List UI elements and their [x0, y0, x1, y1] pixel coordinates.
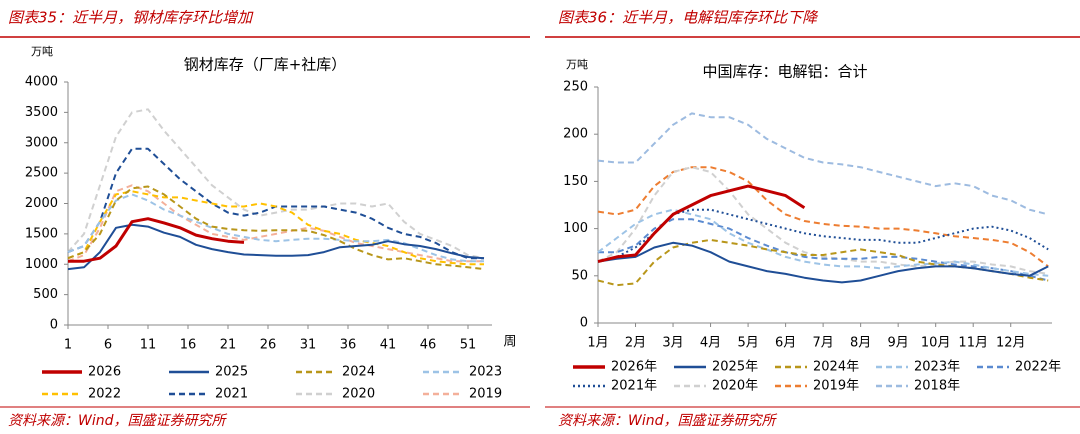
y-tick-label: 1500 — [25, 226, 58, 241]
legend-label: 2023年 — [914, 360, 960, 375]
y-tick-label: 3000 — [25, 135, 58, 150]
source-note: 资料来源：Wind，国盛证券研究所 — [558, 413, 777, 429]
chart-title: 中国库存：电解铝：合计 — [702, 63, 867, 81]
y-tick-label: 150 — [563, 174, 588, 189]
x-tick-label: 5月 — [737, 336, 758, 351]
x-tick-label: 21 — [220, 338, 237, 353]
x-tick-label: 4月 — [700, 336, 721, 351]
x-tick-label: 46 — [420, 338, 437, 353]
x-tick-label: 11月 — [958, 336, 988, 351]
y-tick-label: 200 — [563, 127, 588, 142]
legend-label: 2021 — [215, 387, 248, 402]
x-tick-label: 31 — [300, 338, 317, 353]
legend-label: 2020年 — [712, 379, 758, 394]
legend-label: 2025 — [215, 365, 248, 380]
x-tick-label: 26 — [260, 338, 277, 353]
y-tick-label: 500 — [33, 287, 58, 302]
y-axis-unit: 万吨 — [31, 45, 53, 58]
series-line — [598, 218, 1049, 282]
x-tick-label: 8月 — [850, 336, 871, 351]
chart-title: 钢材库存（厂库+社库） — [184, 56, 347, 74]
legend-label: 2018年 — [914, 379, 960, 394]
figure-caption: 图表36：近半月，电解铝库存环比下降 — [558, 9, 819, 27]
series-line — [597, 184, 806, 264]
legend-label: 2026年 — [611, 360, 657, 375]
y-tick-label: 250 — [563, 80, 588, 95]
x-tick-label: 12月 — [996, 336, 1026, 351]
series-line — [67, 223, 485, 271]
source-note: 资料来源：Wind，国盛证券研究所 — [8, 413, 227, 429]
legend-label: 2022年 — [1015, 360, 1061, 375]
series-line — [68, 217, 245, 263]
series-line — [597, 208, 1049, 277]
x-tick-label: 41 — [380, 338, 397, 353]
legend-label: 2024年 — [813, 360, 859, 375]
y-tick-label: 0 — [50, 318, 58, 333]
y-tick-label: 50 — [571, 268, 588, 283]
legend-label: 2026 — [88, 365, 121, 380]
y-tick-label: 1000 — [25, 257, 58, 272]
series-line — [597, 112, 1049, 216]
x-tick-label: 6 — [104, 338, 112, 353]
x-tick-label: 16 — [180, 338, 197, 353]
legend-label: 2023 — [469, 365, 502, 380]
legend-label: 2022 — [88, 387, 121, 402]
x-tick-label: 1月 — [587, 336, 608, 351]
x-tick-label: 51 — [460, 338, 477, 353]
x-tick-label: 10月 — [921, 336, 951, 351]
series-line — [67, 190, 484, 266]
y-tick-label: 4000 — [25, 75, 58, 90]
x-tick-label: 36 — [340, 338, 357, 353]
x-tick-label: 2月 — [625, 336, 646, 351]
series-line — [67, 185, 485, 271]
series-line — [597, 166, 1049, 268]
legend-label: 2024 — [342, 365, 375, 380]
legend-label: 2019 — [469, 387, 502, 402]
y-tick-label: 3500 — [25, 105, 58, 120]
series-line — [597, 241, 1049, 284]
y-tick-label: 2000 — [25, 196, 58, 211]
legend-label: 2025年 — [712, 360, 758, 375]
legend-label: 2020 — [342, 387, 375, 402]
legend-label: 2019年 — [813, 379, 859, 394]
x-tick-label: 3月 — [662, 336, 683, 351]
y-axis-unit: 万吨 — [566, 58, 588, 71]
x-tick-label: 6月 — [775, 336, 796, 351]
y-tick-label: 2500 — [25, 166, 58, 181]
y-tick-label: 0 — [580, 316, 588, 331]
series-line — [67, 193, 484, 263]
series-line — [67, 108, 485, 260]
x-tick-label: 1 — [64, 338, 72, 353]
x-tick-label: 7月 — [812, 336, 833, 351]
figure-caption: 图表35：近半月，钢材库存环比增加 — [8, 9, 254, 27]
legend-label: 2021年 — [611, 379, 657, 394]
x-tick-label: 11 — [140, 338, 157, 353]
x-tick-label: 9月 — [888, 336, 909, 351]
y-tick-label: 100 — [563, 221, 588, 236]
series-line — [597, 166, 1049, 275]
x-axis-unit: 周 — [503, 335, 516, 350]
